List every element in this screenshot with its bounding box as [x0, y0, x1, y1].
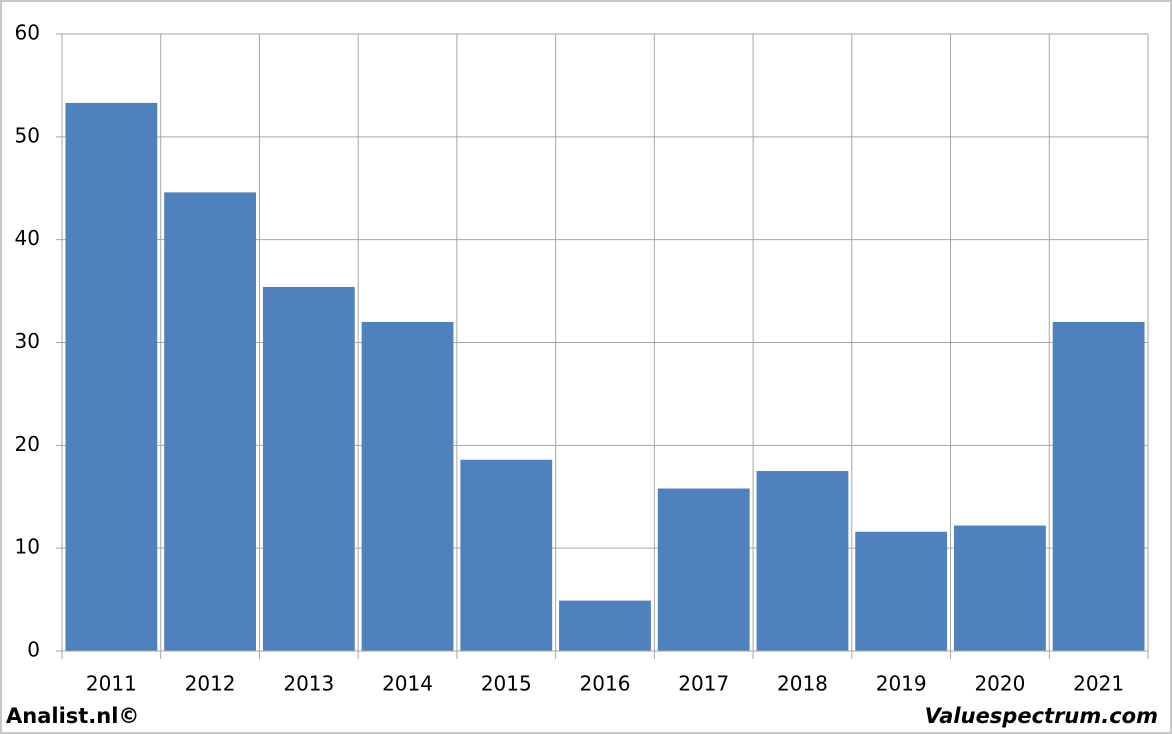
bar — [262, 286, 355, 651]
footer-left: Analist.nl© — [6, 704, 139, 728]
bar — [657, 488, 750, 651]
x-tick-label: 2012 — [185, 672, 236, 696]
y-tick-label: 40 — [15, 226, 40, 250]
x-tick-label: 2014 — [382, 672, 433, 696]
y-tick-label: 20 — [15, 432, 40, 456]
bar — [460, 459, 553, 651]
y-tick-label: 60 — [15, 21, 40, 45]
y-tick-label: 30 — [15, 329, 40, 353]
x-tick-label: 2020 — [974, 672, 1025, 696]
x-tick-label: 2015 — [481, 672, 532, 696]
x-tick-label: 2021 — [1073, 672, 1124, 696]
bar — [164, 192, 256, 651]
bar — [361, 321, 454, 651]
footer-right: Valuespectrum.com — [925, 704, 1158, 728]
x-tick-label: 2011 — [86, 672, 137, 696]
bar — [1052, 321, 1145, 651]
x-tick-label: 2017 — [678, 672, 729, 696]
bar — [954, 525, 1046, 651]
bar — [756, 471, 849, 651]
bar — [65, 102, 158, 652]
y-tick-label: 0 — [27, 638, 40, 662]
x-tick-label: 2013 — [283, 672, 334, 696]
y-tick-label: 50 — [15, 123, 40, 147]
y-tick-label: 10 — [15, 535, 40, 559]
bar — [559, 600, 651, 651]
x-tick-label: 2019 — [876, 672, 927, 696]
x-tick-label: 2018 — [777, 672, 828, 696]
x-tick-label: 2016 — [580, 672, 631, 696]
bar — [855, 531, 948, 651]
